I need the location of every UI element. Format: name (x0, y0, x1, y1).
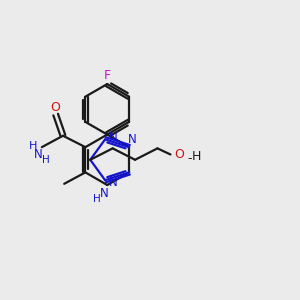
Text: H: H (42, 155, 50, 165)
Text: H: H (93, 194, 101, 204)
Text: O: O (175, 148, 184, 161)
Text: N: N (109, 176, 118, 189)
Text: N: N (128, 133, 137, 146)
Text: H: H (29, 140, 37, 151)
Text: O: O (51, 101, 61, 114)
Text: N: N (100, 188, 108, 200)
Text: F: F (104, 69, 111, 82)
Text: N: N (109, 131, 118, 144)
Text: H: H (192, 150, 201, 163)
Text: N: N (34, 148, 43, 161)
Text: -: - (188, 152, 192, 165)
